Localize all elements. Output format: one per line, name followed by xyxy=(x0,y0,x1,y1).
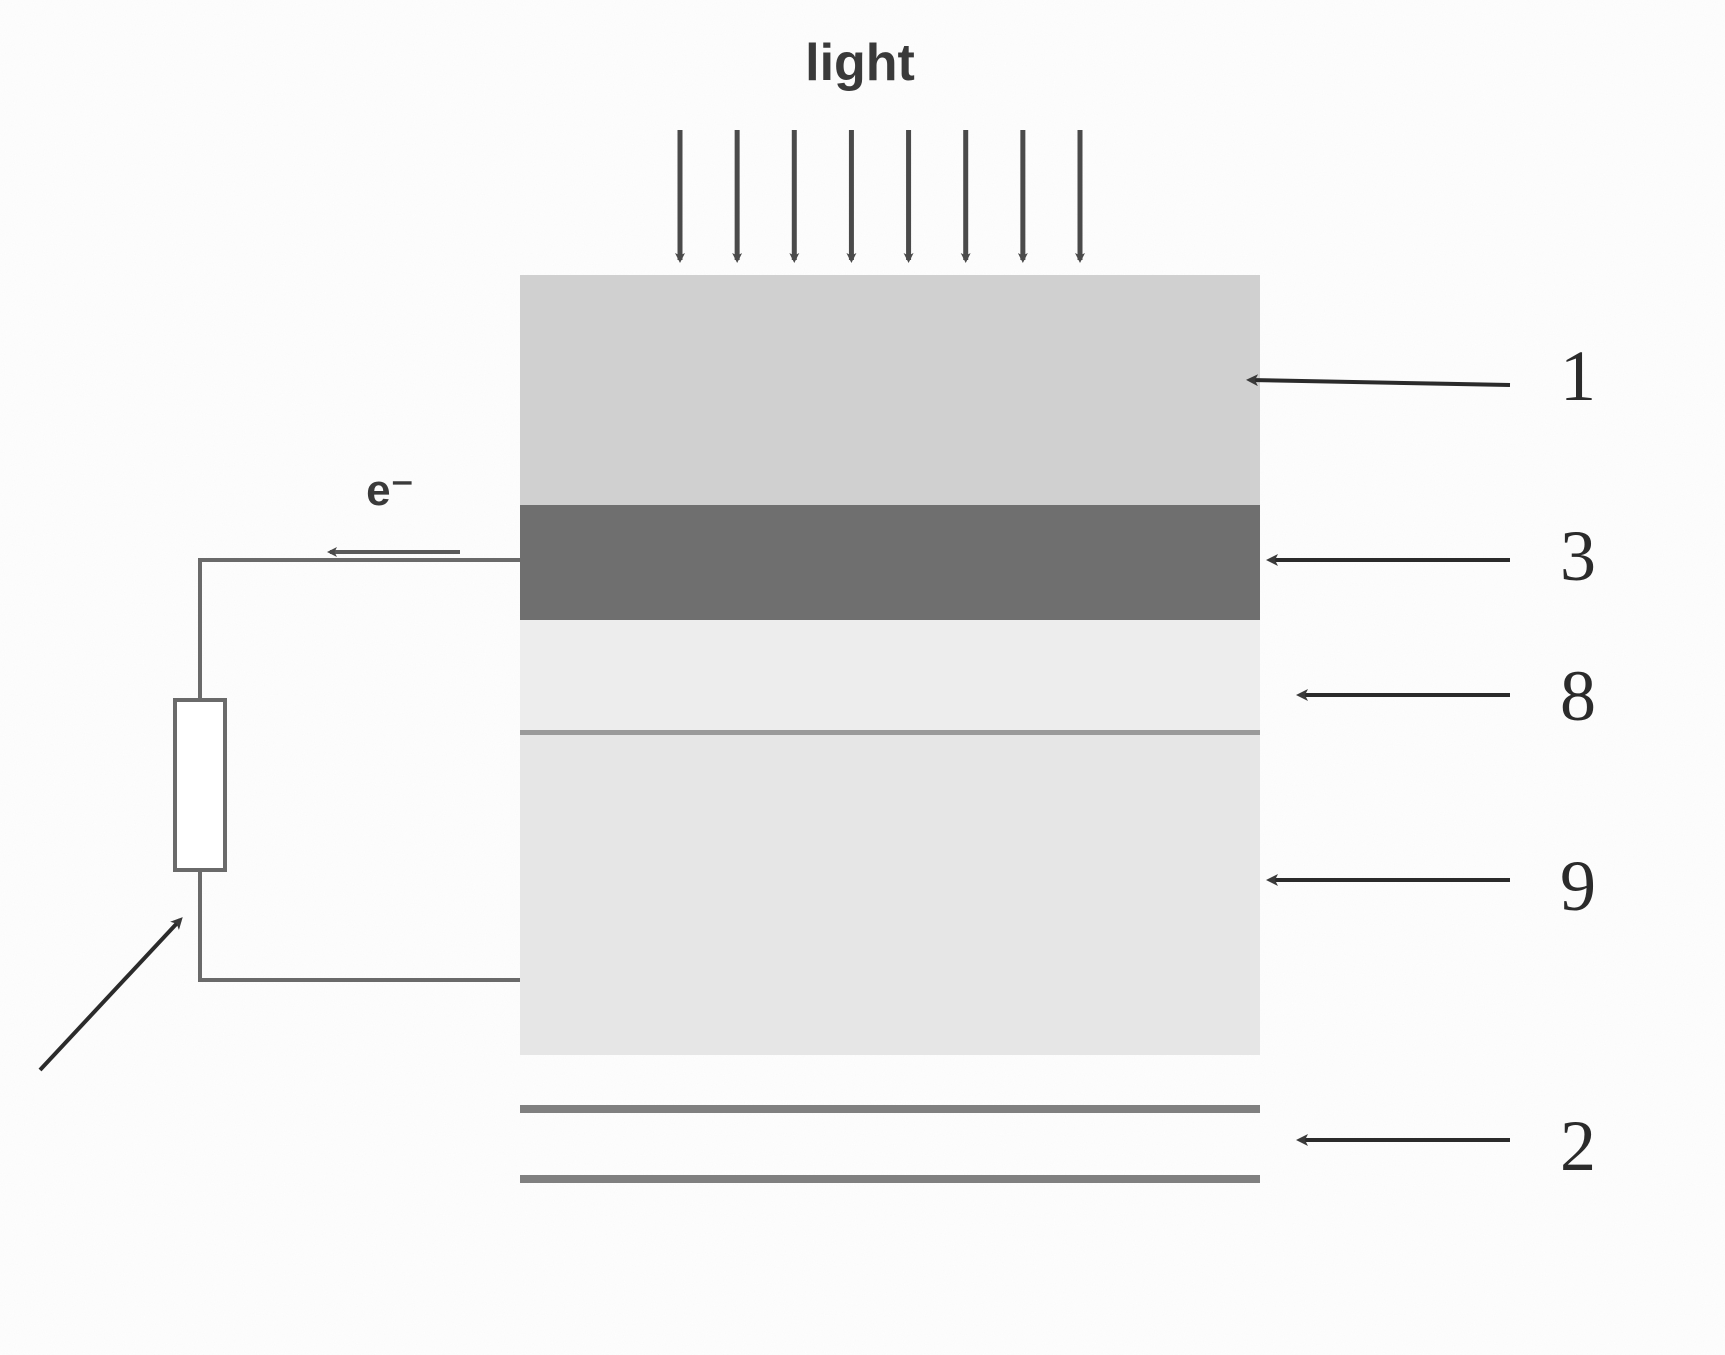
diagram-root: 1 3 8 9 2 light e⁻ xyxy=(0,0,1725,1355)
callout-label-8: 8 xyxy=(1560,656,1596,736)
layer-thin-line xyxy=(520,730,1260,735)
layer-1-top xyxy=(520,275,1260,505)
callout-label-9: 9 xyxy=(1560,846,1596,926)
resistor xyxy=(175,700,225,870)
layer-8-pale xyxy=(520,620,1260,730)
callout-label-2: 2 xyxy=(1560,1106,1596,1186)
layer-stack xyxy=(520,275,1260,1055)
callout-label-3: 3 xyxy=(1560,516,1596,596)
callout-label-1: 1 xyxy=(1560,336,1596,416)
layer-3-dark xyxy=(520,505,1260,620)
electron-label: e⁻ xyxy=(366,466,414,515)
bottom-bar-2 xyxy=(520,1175,1260,1183)
layer-9-body xyxy=(520,735,1260,1055)
bottom-bar-1 xyxy=(520,1105,1260,1113)
light-label: light xyxy=(805,34,915,92)
